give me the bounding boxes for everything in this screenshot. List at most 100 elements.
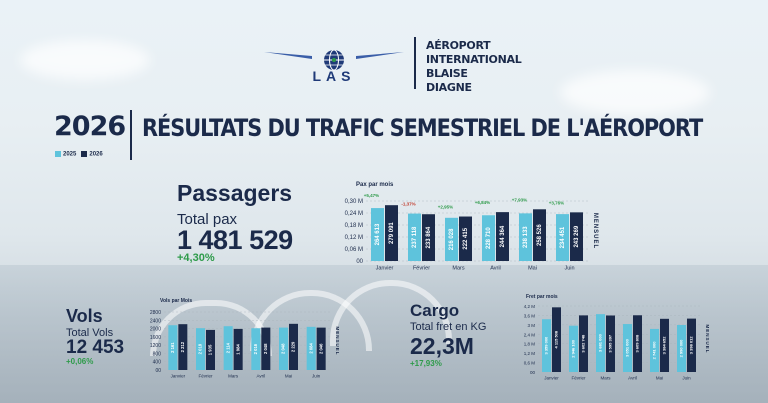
growth-label: +2,95% <box>438 205 453 210</box>
bar-value-label: 3 681 000 <box>598 333 603 352</box>
x-category-label: Avril <box>490 266 501 272</box>
growth-label: +6,84% <box>475 200 490 205</box>
y-tick-label: 4,2 M <box>524 304 536 309</box>
bar-value-label: 3 359 000 <box>544 336 549 355</box>
bar-value-label: 2 946 100 <box>571 339 576 358</box>
x-category-label: Février <box>198 374 213 379</box>
bar-2025-mars <box>596 314 605 372</box>
bar-2025-mai <box>519 213 532 261</box>
report-year: 2026 <box>54 111 126 142</box>
growth-label: -1,37% <box>401 202 415 207</box>
bar-2026-mai <box>289 323 298 370</box>
airport-name-line: BLAISE DIAGNE <box>426 67 472 94</box>
bar-2025-janvier <box>168 325 178 370</box>
x-category-label: Juin <box>312 374 321 379</box>
bar-value-label: 2 114 <box>225 342 230 353</box>
bar-2025-juin <box>677 325 686 372</box>
x-category-label: Avril <box>628 376 637 381</box>
passagers-growth: +4,30% <box>177 252 215 264</box>
bar-2025-février <box>569 325 578 372</box>
legend-label: 2026 <box>89 151 103 158</box>
x-category-label: Avril <box>256 374 265 379</box>
bar-2026-janvier <box>178 324 188 370</box>
legend-label: 2025 <box>63 151 77 158</box>
vols-total: 12 453 <box>66 337 125 358</box>
bar-value-label: 264 613 <box>375 223 381 245</box>
bar-value-label: 244 364 <box>500 225 506 247</box>
y-tick-label: 2400 <box>150 318 161 324</box>
x-category-label: Janvier <box>171 374 186 379</box>
cargo-growth: +17,93% <box>410 359 442 368</box>
bar-2025-avril <box>251 328 261 370</box>
y-tick-label: 800 <box>153 351 162 357</box>
airport-logo-icon <box>264 50 404 71</box>
bar-2026-mars <box>606 315 615 372</box>
y-tick-label: 1,8 M <box>524 342 536 347</box>
sky-cloud <box>560 70 710 115</box>
bar-value-label: 3 595 397 <box>608 334 613 353</box>
x-category-label: Janvier <box>544 376 559 381</box>
bar-value-label: 2 018 <box>198 343 203 354</box>
vols-subtitle: Total Vols <box>66 327 114 339</box>
x-category-label: Juin <box>682 376 691 381</box>
chart-title: Fret par mois <box>526 294 558 300</box>
bar-2025-février <box>408 213 421 261</box>
page-title: RÉSULTATS DU TRAFIC SEMESTRIEL DE L'AÉRO… <box>142 114 703 142</box>
bar-2025-avril <box>482 215 495 261</box>
bar-value-label: 2 741 000 <box>652 341 657 360</box>
x-category-label: Mars <box>452 266 464 272</box>
bar-value-label: 2 048 <box>281 343 286 354</box>
bar-value-label: 1 984 <box>235 344 240 355</box>
x-category-label: Mai <box>285 374 292 379</box>
y-tick-label: 0,12 M <box>345 235 363 241</box>
bar-value-label: 258 526 <box>537 224 543 246</box>
bar-value-label: 2 212 <box>180 341 185 352</box>
bar-value-label: 2 016 <box>253 343 258 354</box>
bar-2025-février <box>196 328 205 370</box>
bar-2025-juin <box>306 326 316 370</box>
bar-2026-avril <box>633 315 642 372</box>
passagers-total: 1 481 529 <box>177 225 293 255</box>
y-tick-label: 2000 <box>150 327 161 333</box>
x-category-label: Mai <box>528 266 537 272</box>
bar-2025-janvier <box>371 208 384 261</box>
logo-text: LAS <box>312 68 356 84</box>
vols-chart: Vols par Mois 2800 2400 2000 1600 1200 800 400 0… <box>150 298 340 379</box>
bar-2026-mars <box>233 328 243 370</box>
y-tick-label: 1200 <box>150 343 161 349</box>
sky-cloud <box>20 40 150 80</box>
bar-value-label: 238 133 <box>523 226 529 248</box>
x-category-label: Mai <box>656 376 663 381</box>
growth-label: +3,76% <box>549 200 564 205</box>
y-tick-label: 2,4 M <box>524 332 536 337</box>
cargo-chart: Fret par mois 4,2 M 3,6 M 3 M 2,4 M 1,8 M 1,2 … <box>524 294 710 381</box>
passagers-heading: Passagers <box>177 180 293 206</box>
x-category-label: Février <box>571 376 586 381</box>
y-tick-label: 0,6 M <box>524 361 536 366</box>
passagers-subtitle: Total pax <box>177 211 238 228</box>
legend-swatch-2026 <box>81 151 88 157</box>
bar-2025-avril <box>623 324 632 372</box>
airport-name-line: INTERNATIONAL <box>426 53 522 66</box>
bar-value-label: 3 602 748 <box>581 334 586 353</box>
bar-2026-avril <box>496 212 509 261</box>
bar-2026-avril <box>261 327 271 370</box>
bar-value-label: 2 046 <box>318 343 323 354</box>
x-category-label: Mars <box>601 376 612 381</box>
cargo-heading: Cargo <box>410 301 460 320</box>
y-tick-label: 00 <box>356 259 363 265</box>
y-tick-label: 2800 <box>150 310 161 316</box>
airport-name-line: AÉROPORT <box>426 39 491 52</box>
y-tick-label: 3 M <box>527 323 535 328</box>
bar-value-label: 243 269 <box>574 225 580 247</box>
bar-2026-juin <box>687 318 696 372</box>
bar-2026-janvier <box>552 307 561 372</box>
y-tick-label: 400 <box>153 360 162 366</box>
bar-2025-mai <box>279 327 288 370</box>
x-category-label: Juin <box>564 266 574 272</box>
bar-2025-mars <box>223 326 233 370</box>
y-tick-label: 1,2 M <box>524 351 536 356</box>
bar-2026-mai <box>533 209 546 261</box>
vols-growth: +0,06% <box>66 357 94 366</box>
bar-2026-mars <box>459 216 472 261</box>
